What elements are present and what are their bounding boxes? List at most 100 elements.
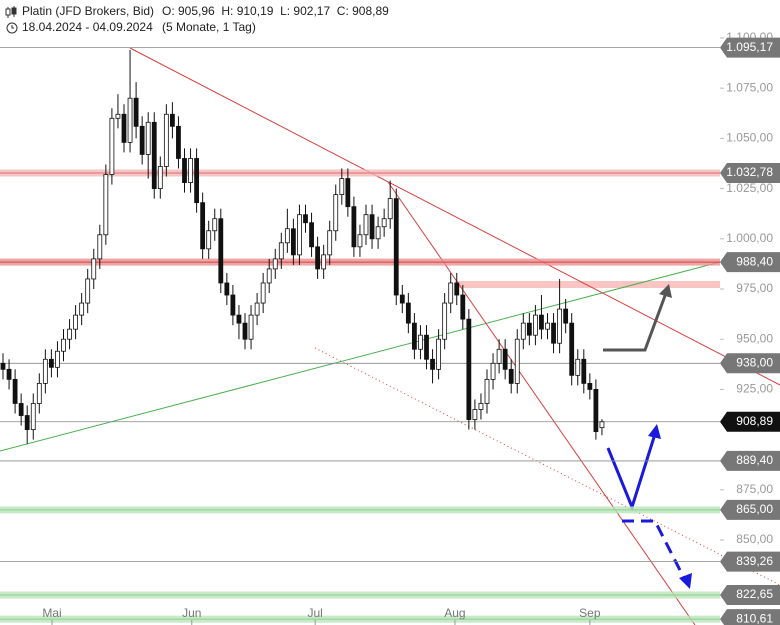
candle-body [290,228,296,256]
candle-body [151,121,157,189]
candle-body [139,125,145,155]
candle-body [278,242,284,260]
candle-body [55,350,60,368]
candle-body [593,389,599,432]
x-tick-label: Mai [42,606,61,620]
candle-body [381,218,387,228]
candle-body [309,222,314,248]
candle-body [218,218,224,284]
candle-body [230,294,236,316]
price-label-box [720,609,780,625]
candle-body [67,328,72,340]
candle-body [424,334,429,360]
candle-body [24,415,30,430]
candle-body [303,214,308,224]
candle-body [551,322,556,344]
arrowhead [679,573,692,589]
header: Platin (JFD Brokers, Bid) O: 905,96 H: 9… [0,0,470,38]
candle-body [526,322,532,336]
candle-body [73,314,78,330]
price-label-box [720,584,780,605]
candle-body [169,113,175,127]
candle-body [581,358,587,384]
candle-body [97,234,103,260]
axes: 1.100,001.075,001.050,001.025,001.000,00… [42,30,780,625]
candle-body [91,258,97,280]
candle-body [599,421,605,429]
candle-body [405,302,411,324]
candle-body [442,302,448,340]
candle-body [484,378,490,404]
trendline-green [0,261,721,452]
candle-body [182,158,187,183]
candle-body [345,178,351,208]
candle-body [333,194,339,232]
candle-body [254,302,260,316]
trendline-red [129,47,780,386]
candle-body [357,234,363,248]
candle-body [242,322,248,340]
candle-body [18,403,24,416]
candle-body [569,322,575,376]
period: 18.04.2024 - 04.09.2024 [22,20,153,34]
candle-body [115,113,121,119]
candle-body [587,382,593,390]
price-label-box [720,353,780,374]
candle-body [6,368,12,380]
price-label-box [720,499,780,520]
candle-body [284,228,290,244]
candle-body [121,113,127,143]
price-label-box [720,252,780,273]
candle-body [533,314,538,336]
y-tick-label: 850,00 [736,532,773,546]
candle-body [351,206,357,248]
candle-body [30,403,36,430]
y-tick-label: 1.025,00 [726,181,773,195]
annotations [0,47,780,625]
candle-body [260,282,266,304]
price-label: 1.032,78 [726,165,773,179]
arrow-up-grey [603,292,668,352]
price-label: 810,61 [736,611,773,625]
candle-body [188,158,193,183]
candle-body [430,358,435,370]
arrowhead [648,424,661,439]
candle-icon [5,6,17,18]
period-note: (5 Monate, 1 Tag) [162,20,256,34]
candle-body [466,318,472,420]
x-tick-label: Jul [308,606,323,620]
clock-hand [11,25,14,29]
candle-body [194,158,200,204]
candle-body [448,282,454,304]
candle-body [157,166,163,189]
price-label: 1.095,17 [726,40,773,54]
x-tick-label: Sep [579,606,601,620]
price-label: 988,40 [736,254,773,268]
y-tick-label: 875,00 [736,482,773,496]
candle-body [200,202,206,250]
candle-body [315,246,321,270]
candles [0,50,605,444]
price-label-box [720,411,780,432]
trendline-dotted [314,347,780,586]
candle-body [61,338,66,352]
candle-body [514,338,520,384]
title: Platin (JFD Brokers, Bid) [22,4,154,18]
candle-body [224,282,230,296]
ohlc: O: 905,96 H: 910,19 L: 902,17 C: 908,89 [162,4,389,18]
candle-body [545,322,550,330]
candle-body [248,314,254,340]
candle-body [266,268,272,284]
y-tick-label: 950,00 [736,331,773,345]
candle-body [0,362,6,370]
candle-body [454,282,460,296]
candle-body [539,314,544,330]
x-tick-label: Aug [444,606,465,620]
candle-body [490,362,496,380]
candle-body [502,348,508,370]
candle-body [321,254,327,270]
candle-body [79,302,85,316]
y-tick-label: 925,00 [736,382,773,396]
resistance-zone [455,281,720,288]
